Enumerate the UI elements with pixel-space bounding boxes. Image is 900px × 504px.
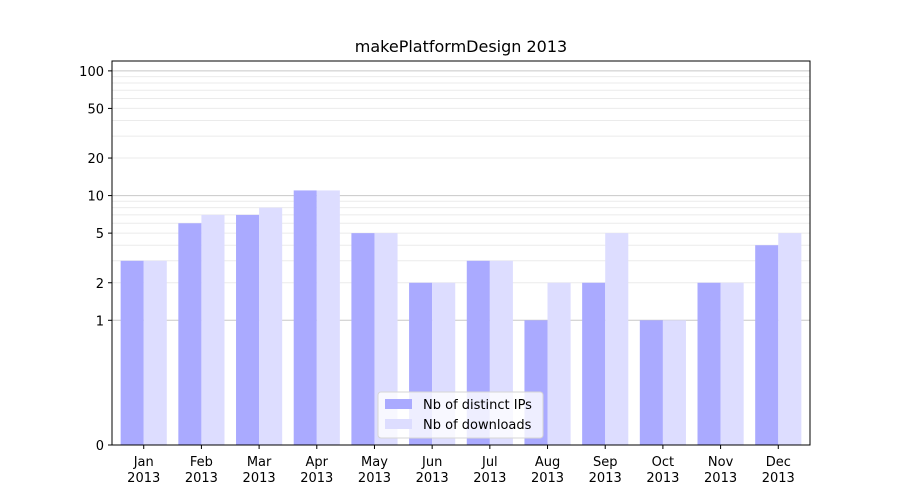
legend-label: Nb of distinct IPs <box>423 398 532 413</box>
bar-downloads <box>316 190 340 445</box>
axes: 0125102050100Jan2013Feb2013Mar2013Apr201… <box>79 60 811 486</box>
x-tick-label-year: 2013 <box>243 471 276 486</box>
chart-title: makePlatformDesign 2013 <box>355 37 567 56</box>
x-tick-label: Jun <box>421 455 442 470</box>
x-tick-label: Feb <box>190 455 213 470</box>
bar-distinct-ips <box>639 320 663 445</box>
x-tick-label-year: 2013 <box>589 471 622 486</box>
legend: Nb of distinct IPs Nb of downloads <box>377 391 544 439</box>
x-tick-label: Mar <box>247 455 272 470</box>
plot-frame <box>111 60 811 446</box>
bar-distinct-ips <box>120 260 144 445</box>
y-tick-label: 10 <box>87 190 104 205</box>
x-tick-label: Apr <box>306 455 329 470</box>
x-tick-label-year: 2013 <box>704 471 737 486</box>
legend-swatch <box>385 399 412 409</box>
x-tick-label-year: 2013 <box>762 471 795 486</box>
x-tick-label-year: 2013 <box>531 471 564 486</box>
bar-downloads <box>201 214 225 445</box>
legend-box <box>377 391 544 439</box>
bar-distinct-ips <box>178 223 202 445</box>
x-tick-label-year: 2013 <box>416 471 449 486</box>
bar-distinct-ips <box>293 190 317 445</box>
bar-downloads <box>720 282 744 445</box>
x-tick-label: Aug <box>535 455 560 470</box>
bar-distinct-ips <box>351 233 375 445</box>
bar-distinct-ips <box>236 214 260 445</box>
y-tick-label: 1 <box>96 314 104 329</box>
legend-label: Nb of downloads <box>423 418 532 433</box>
bar-distinct-ips <box>755 245 779 445</box>
y-tick-label: 5 <box>96 227 104 242</box>
x-tick-label-year: 2013 <box>358 471 391 486</box>
y-tick-label: 100 <box>79 65 104 80</box>
y-tick-label: 20 <box>87 152 104 167</box>
bar-downloads <box>778 233 802 445</box>
x-tick-label: Jan <box>133 455 154 470</box>
bar-downloads <box>662 320 686 445</box>
x-tick-label: Dec <box>766 455 791 470</box>
x-tick-label-year: 2013 <box>646 471 679 486</box>
x-tick-label-year: 2013 <box>185 471 218 486</box>
bar-downloads <box>259 207 283 445</box>
bar-distinct-ips <box>582 282 606 445</box>
x-tick-label: Oct <box>652 455 674 470</box>
bar-downloads <box>547 282 571 445</box>
grid-lines <box>112 70 810 321</box>
bar-downloads <box>143 260 167 445</box>
y-tick-label: 2 <box>96 277 104 292</box>
bar-downloads <box>605 233 629 445</box>
x-tick-label: Sep <box>593 455 618 470</box>
bar-distinct-ips <box>697 282 721 445</box>
y-tick-label: 0 <box>96 439 104 454</box>
x-tick-label-year: 2013 <box>127 471 160 486</box>
x-tick-label: Nov <box>708 455 734 470</box>
x-tick-label-year: 2013 <box>473 471 506 486</box>
y-tick-label: 50 <box>87 102 104 117</box>
x-tick-label: Jul <box>481 455 498 470</box>
x-tick-label: May <box>361 455 388 470</box>
x-tick-label-year: 2013 <box>300 471 333 486</box>
legend-swatch <box>385 419 412 429</box>
